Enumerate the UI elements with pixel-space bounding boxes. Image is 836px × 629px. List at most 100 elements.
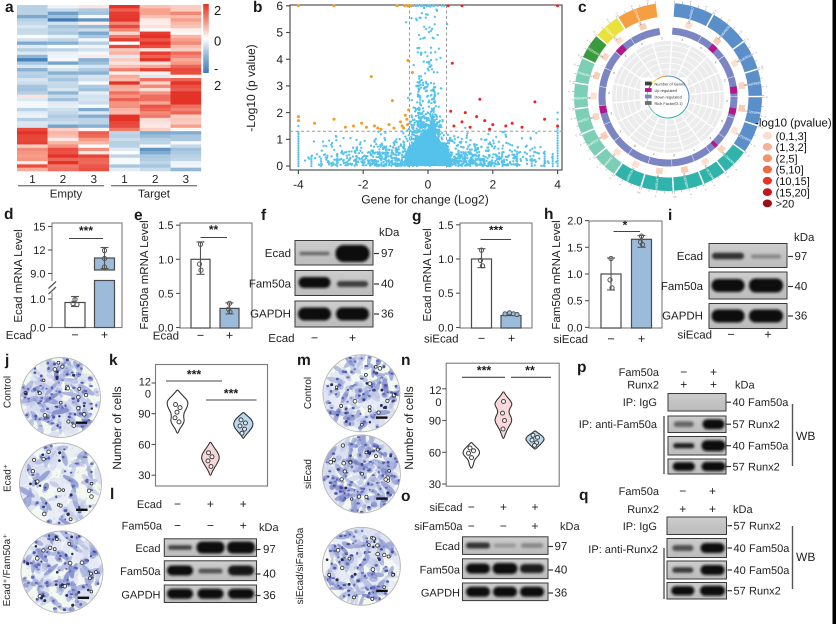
svg-text:Number of cells: Number of cells bbox=[402, 386, 416, 469]
svg-text:Number of cells: Number of cells bbox=[110, 386, 124, 469]
svg-text:Runx2: Runx2 bbox=[748, 419, 780, 431]
svg-text:−: − bbox=[311, 331, 318, 345]
svg-text:36: 36 bbox=[795, 311, 808, 323]
svg-text:siEcad: siEcad bbox=[429, 502, 462, 514]
svg-text:5: 5 bbox=[276, 26, 283, 40]
svg-text:9.0: 9.0 bbox=[30, 269, 45, 281]
svg-text:WB: WB bbox=[796, 550, 815, 564]
svg-text:−: − bbox=[207, 519, 214, 533]
svg-text:Fam50a: Fam50a bbox=[661, 281, 704, 293]
svg-text:2: 2 bbox=[214, 78, 221, 93]
svg-text:Target: Target bbox=[138, 189, 171, 201]
svg-text:57: 57 bbox=[733, 419, 745, 431]
svg-text:Runx2: Runx2 bbox=[627, 504, 659, 516]
svg-text:n: n bbox=[401, 352, 410, 369]
svg-text:siEcad: siEcad bbox=[424, 334, 459, 346]
svg-text:Fam50a: Fam50a bbox=[749, 543, 790, 555]
svg-text:**: ** bbox=[209, 223, 219, 237]
svg-text:siFam50a: siFam50a bbox=[414, 521, 463, 533]
svg-text:+: + bbox=[508, 332, 515, 346]
svg-text:***: *** bbox=[187, 368, 202, 382]
svg-text:97: 97 bbox=[555, 541, 568, 553]
svg-text:0: 0 bbox=[435, 397, 441, 409]
svg-text:(10,15]: (10,15] bbox=[776, 176, 810, 188]
svg-text:2: 2 bbox=[152, 174, 158, 186]
svg-text:+: + bbox=[101, 328, 108, 342]
svg-text:***: *** bbox=[477, 364, 492, 378]
svg-text:GAPDH: GAPDH bbox=[121, 590, 160, 602]
svg-text:86: 86 bbox=[587, 96, 591, 100]
svg-text:12: 12 bbox=[429, 385, 441, 397]
svg-text:0: 0 bbox=[276, 159, 283, 173]
svg-text:0.5: 0.5 bbox=[438, 288, 453, 300]
svg-text:-4: -4 bbox=[293, 178, 304, 192]
svg-text:90: 90 bbox=[429, 416, 441, 428]
svg-text:(5,10]: (5,10] bbox=[776, 165, 804, 177]
svg-text:Ecad⁺/Fam50a⁺: Ecad⁺/Fam50a⁺ bbox=[2, 534, 13, 607]
svg-text:i: i bbox=[668, 207, 672, 224]
svg-text:+: + bbox=[349, 331, 356, 345]
svg-text:90: 90 bbox=[138, 409, 150, 421]
svg-text:Fam50a mRNA Level: Fam50a mRNA Level bbox=[139, 220, 151, 329]
svg-text:siEcad: siEcad bbox=[677, 330, 712, 342]
svg-text:a: a bbox=[5, 0, 14, 16]
svg-text:Ecad⁺: Ecad⁺ bbox=[3, 464, 14, 492]
svg-text:0: 0 bbox=[214, 33, 221, 48]
svg-text:IP: IgG: IP: IgG bbox=[623, 397, 657, 409]
svg-text:97: 97 bbox=[263, 544, 276, 556]
svg-text:**: ** bbox=[525, 364, 535, 378]
svg-text:+: + bbox=[240, 519, 247, 533]
svg-text:1: 1 bbox=[121, 174, 127, 186]
svg-text:+: + bbox=[207, 497, 214, 511]
svg-text:40: 40 bbox=[381, 279, 394, 291]
svg-text:Rich Factor(0-1): Rich Factor(0-1) bbox=[655, 101, 684, 106]
svg-text:3: 3 bbox=[276, 79, 283, 93]
svg-text:12: 12 bbox=[139, 377, 151, 389]
svg-text:l: l bbox=[110, 486, 114, 503]
svg-text:Fam50a: Fam50a bbox=[249, 279, 292, 291]
svg-text:+: + bbox=[709, 502, 716, 516]
svg-text:***: *** bbox=[79, 224, 93, 238]
svg-text:191: 191 bbox=[656, 174, 661, 180]
svg-text:kDa: kDa bbox=[560, 521, 580, 533]
svg-text:Ecad: Ecad bbox=[265, 248, 291, 260]
svg-text:Ecad: Ecad bbox=[435, 541, 460, 553]
svg-text:−: − bbox=[174, 497, 181, 511]
svg-text:Fam50a: Fam50a bbox=[420, 565, 461, 577]
svg-text:(0,1,3]: (0,1,3] bbox=[776, 131, 807, 143]
svg-text:+: + bbox=[709, 484, 716, 498]
svg-text:1.0: 1.0 bbox=[158, 254, 173, 266]
svg-text:3: 3 bbox=[91, 174, 97, 186]
svg-text:Control: Control bbox=[303, 377, 314, 409]
svg-text:f: f bbox=[261, 207, 267, 224]
svg-text:>20: >20 bbox=[776, 199, 795, 211]
svg-text:−: − bbox=[71, 328, 78, 342]
svg-text:0: 0 bbox=[145, 389, 151, 401]
svg-text:4: 4 bbox=[276, 52, 283, 66]
svg-text:0.5: 0.5 bbox=[158, 288, 173, 300]
svg-text:1.0: 1.0 bbox=[567, 269, 582, 281]
svg-text:30: 30 bbox=[429, 479, 441, 491]
svg-text:k: k bbox=[109, 352, 118, 369]
svg-text:IP: anti-Fam50a: IP: anti-Fam50a bbox=[579, 419, 658, 431]
svg-text:2: 2 bbox=[60, 174, 66, 186]
svg-text:57: 57 bbox=[733, 462, 745, 474]
svg-text:2: 2 bbox=[214, 3, 221, 18]
svg-text:Fam50a mRNA Level: Fam50a mRNA Level bbox=[551, 220, 563, 329]
svg-text:Fam50a: Fam50a bbox=[120, 566, 161, 578]
svg-text:c: c bbox=[578, 0, 587, 16]
svg-text:97: 97 bbox=[795, 251, 808, 263]
svg-text:IP: anti-Runx2: IP: anti-Runx2 bbox=[588, 544, 658, 556]
svg-text:60: 60 bbox=[138, 440, 150, 452]
svg-text:Control: Control bbox=[3, 376, 14, 408]
svg-text:Fam50a: Fam50a bbox=[749, 565, 790, 577]
svg-text:1.5: 1.5 bbox=[438, 220, 453, 232]
svg-text:0.0: 0.0 bbox=[567, 322, 582, 334]
svg-text:kDa: kDa bbox=[794, 232, 815, 244]
svg-text:+: + bbox=[680, 378, 687, 392]
svg-text:-2: -2 bbox=[358, 178, 369, 192]
svg-text:Runx2: Runx2 bbox=[749, 521, 781, 533]
svg-text:Empty: Empty bbox=[50, 189, 83, 201]
svg-text:−: − bbox=[727, 328, 734, 342]
svg-text:57: 57 bbox=[734, 521, 746, 533]
